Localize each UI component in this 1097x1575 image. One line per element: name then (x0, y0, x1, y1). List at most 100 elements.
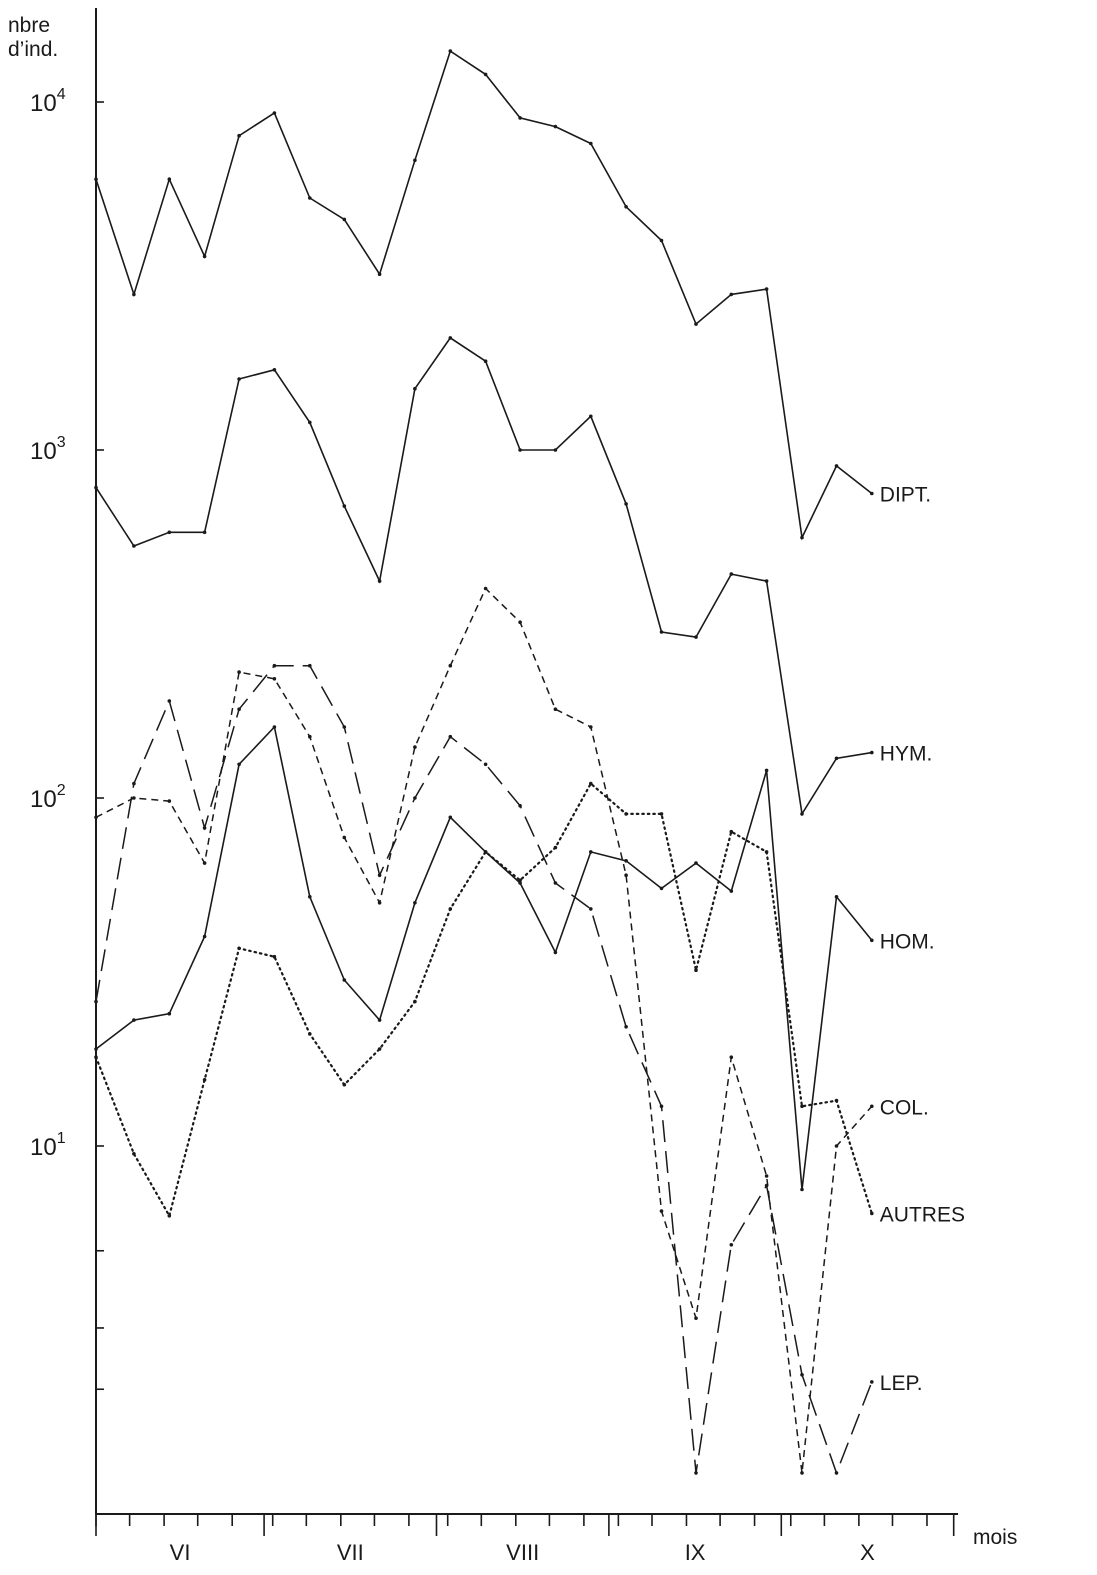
series-label: HYM. (880, 743, 933, 766)
series-line-hym (95, 336, 872, 817)
data-point (448, 663, 453, 668)
data-point (518, 881, 522, 885)
data-point (694, 1471, 698, 1475)
data-point (729, 1243, 734, 1247)
data-point (764, 1174, 769, 1178)
data-point (94, 1047, 98, 1051)
data-point (448, 734, 453, 739)
data-point (342, 978, 347, 982)
data-point (167, 1011, 172, 1016)
data-point (167, 799, 172, 803)
data-point (308, 420, 312, 425)
data-point (834, 464, 839, 468)
x-tick-label: VIII (506, 1540, 539, 1565)
data-point (729, 829, 734, 834)
data-point (518, 804, 522, 808)
data-point (800, 1373, 804, 1377)
data-point (94, 815, 98, 820)
data-point (624, 812, 628, 816)
data-point (764, 768, 769, 773)
data-point (483, 850, 488, 854)
data-point (870, 1380, 874, 1384)
data-point (834, 1144, 839, 1148)
data-point (800, 812, 804, 816)
data-point (413, 796, 417, 800)
data-point (237, 707, 241, 711)
series-label: DIPT. (880, 483, 931, 506)
labels-layer: DIPT. HYM. HOM. COL. AUTRES LEP. (880, 483, 965, 1394)
data-point (589, 414, 593, 419)
data-point (624, 873, 628, 877)
data-point (202, 1078, 207, 1082)
y-axis-label: nbre (8, 14, 50, 37)
y-tick-label: 101 (30, 1130, 66, 1161)
x-tick-label: IX (685, 1540, 706, 1565)
data-point (800, 1104, 804, 1109)
data-point (694, 1316, 698, 1320)
data-point (483, 72, 488, 77)
data-point (342, 1082, 347, 1087)
data-point (624, 1025, 628, 1029)
data-point (448, 815, 453, 820)
data-point (377, 1018, 382, 1022)
data-point (132, 544, 136, 548)
data-point (448, 336, 453, 340)
data-point (659, 1104, 664, 1109)
series-line-lep (95, 664, 873, 1476)
data-point (518, 448, 522, 452)
data-point (237, 670, 241, 674)
data-point (342, 217, 347, 222)
data-point (377, 272, 382, 277)
data-point (800, 535, 804, 540)
data-point (308, 663, 312, 668)
data-point (94, 177, 98, 181)
data-point (518, 620, 522, 624)
data-point (167, 699, 172, 703)
data-point (589, 725, 593, 729)
data-point (237, 377, 241, 381)
series-layer (94, 49, 874, 1476)
series-line-col (95, 587, 873, 1473)
data-point (870, 750, 874, 755)
data-point (342, 504, 347, 508)
data-point (800, 1471, 804, 1475)
data-point (659, 812, 664, 816)
data-point (94, 1055, 98, 1059)
data-point (800, 1187, 804, 1192)
data-point (377, 901, 382, 905)
data-point (272, 954, 277, 959)
data-point (413, 901, 417, 905)
data-point (342, 835, 347, 840)
data-point (377, 873, 382, 877)
data-point (202, 530, 207, 535)
data-point (694, 635, 698, 639)
series-label: HOM. (880, 930, 935, 953)
series-label: AUTRES (880, 1203, 965, 1226)
series-label: LEP. (880, 1372, 923, 1395)
series-line-dipt (95, 49, 873, 541)
data-point (659, 238, 664, 243)
data-point (272, 677, 277, 681)
data-point (729, 889, 734, 893)
data-point (764, 287, 769, 291)
data-point (308, 895, 312, 899)
data-point (834, 1098, 839, 1103)
data-point (870, 1104, 874, 1109)
data-point (483, 586, 488, 591)
data-point (272, 725, 277, 729)
data-point (132, 781, 136, 786)
data-point (764, 579, 769, 583)
data-point (202, 826, 207, 830)
x-axis-label: mois (973, 1526, 1017, 1549)
data-point (870, 1211, 874, 1216)
data-point (694, 322, 698, 326)
data-point (694, 968, 698, 972)
data-point (94, 485, 98, 490)
data-point (729, 1055, 734, 1059)
data-point (448, 907, 453, 911)
data-point (834, 895, 839, 899)
x-tick-label: VII (337, 1540, 364, 1565)
data-point (659, 886, 664, 891)
data-point (448, 49, 453, 53)
